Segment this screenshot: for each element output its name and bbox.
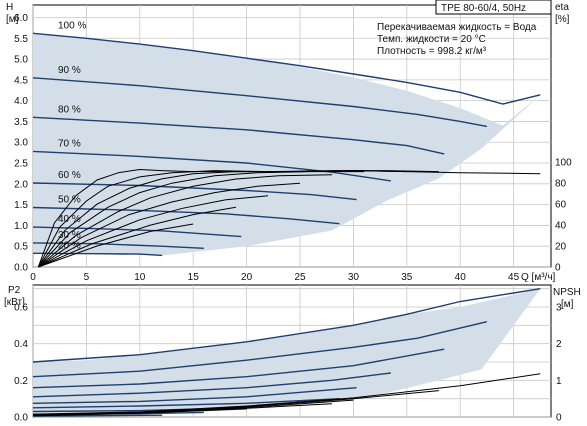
fluid-info-line-1: Перекачиваемая жидкость = Вода [377,22,537,33]
head-curve-label-1: 90 % [58,65,81,76]
x-tick-4: 20 [241,272,253,283]
eta-curve-2 [37,170,407,268]
x-tick-7: 35 [401,272,413,283]
fluid-info-line-2: Темп. жидкости = 20 °C [377,34,486,45]
title-box: TPE 80-60/4, 50Hz [435,0,552,15]
power-curve-0 [32,288,541,363]
head-y-tick-7: 3.5 [14,117,28,128]
eta-curve-7 [38,206,236,268]
npsh-y-tick-2: 2 [556,339,562,350]
head-operating-envelope [33,33,541,256]
x-tick-1: 5 [84,272,90,283]
title-box-frame [435,0,552,15]
power-y-tick-3: 0.6 [14,303,28,314]
head-curve-2 [32,116,445,155]
head-curve-label-5: 50 % [58,195,81,206]
power-y-tick-2: 0.4 [14,339,28,350]
eta-curve-5 [38,182,301,268]
head-y-tick-1: 0.5 [14,242,28,253]
eta-y-tick-labels: 0 20 40 60 80 100 [555,158,572,274]
npsh-curves [32,373,541,417]
x-tick-6: 30 [348,272,360,283]
head-curve-6 [32,226,242,238]
power-curve-8 [32,414,163,417]
eta-curve-3 [37,171,365,268]
head-envelope-area [33,33,541,256]
head-y-tick-11: 5.5 [14,34,28,45]
npsh-y-tick-3: 3 [556,303,562,314]
head-curve-label-8: 20 % [58,240,81,251]
efficiency-curves [37,168,541,268]
npsh-axis-unit: [м] [561,299,574,310]
power-curves [32,288,541,417]
head-y-tick-9: 4.5 [14,75,28,86]
eta-axis-unit: [%] [555,14,570,25]
eta-y-tick-1: 20 [555,242,567,253]
power-curve-5 [32,398,340,409]
head-curve-label-6: 40 % [58,214,81,225]
head-y-tick-8: 4.0 [14,96,28,107]
x-tick-9: 45 [508,272,520,283]
npsh-y-tick-1: 1 [556,376,562,387]
pump-model-title: TPE 80-60/4, 50Hz [441,3,526,14]
power-y-tick-0: 0.0 [14,413,28,424]
flow-axis-label: Q [м³/ч] [521,272,556,283]
eta-y-tick-4: 80 [555,179,567,190]
head-y-tick-3: 1.5 [14,200,28,211]
head-y-tick-6: 3.0 [14,138,28,149]
head-curve-8 [32,252,163,257]
eta-y-tick-0: 0 [555,263,561,274]
head-curve-4 [32,182,357,201]
head-curve-3 [32,150,391,182]
head-curve-label-3: 70 % [58,138,81,149]
eta-curve-4 [37,174,333,268]
eta-y-tick-5: 100 [555,158,572,169]
head-curve-labels: 100 % 90 % 80 % 70 % 60 % 50 % 40 % 30 %20 % [58,20,86,251]
eta-curve-6 [38,195,269,268]
eta-y-tick-2: 40 [555,221,567,232]
eta-axis-symbol: eta [555,2,569,13]
power-curve-2 [32,348,445,389]
head-y-tick-10: 5.0 [14,55,28,66]
head-curve-7 [32,242,204,249]
x-tick-0: 0 [30,272,36,283]
head-y-tick-4: 2.0 [14,179,28,190]
head-curve-label-4: 60 % [58,170,81,181]
head-axis-unit: [м] [6,14,19,25]
fluid-info-line-3: Плотность = 998.2 кг/м³ [377,46,487,57]
npsh-axis-symbol: NPSH [553,287,581,298]
power-axis-unit: [кВт] [4,297,25,308]
head-curve-1 [32,77,488,128]
power-axis-symbol: P2 [8,285,21,296]
head-y-tick-5: 2.5 [14,159,28,170]
power-curve-1 [32,321,488,378]
eta-y-tick-3: 60 [555,200,567,211]
head-curve-0 [32,32,541,105]
head-y-tick-labels: 0.0 0.5 1.0 1.5 2.0 2.5 3.0 3.5 4.0 4.5 5.0 5.5 6.0 [14,13,28,274]
head-curve-label-2: 80 % [58,104,81,115]
head-axis-symbol: H [6,2,13,13]
head-curve-label-7: 30 % [58,230,81,241]
fluid-info: Перекачиваемая жидкость = Вода Темп. жид… [377,22,537,57]
head-y-tick-12: 6.0 [14,13,28,24]
npsh-curve-4 [32,408,247,417]
x-tick-2: 10 [134,272,146,283]
power-y-tick-labels: 0.0 0.2 0.4 0.6 [14,303,28,424]
npsh-y-tick-labels: 0 1 2 3 [556,303,562,424]
head-y-tick-2: 1.0 [14,221,28,232]
power-y-tick-1: 0.2 [14,376,28,387]
head-curve-label-0: 100 % [58,20,86,31]
npsh-y-tick-0: 0 [556,413,562,424]
x-tick-labels: 0 5 10 15 20 25 30 35 40 45 [30,272,519,283]
eta-curve-8 [38,223,194,268]
power-curve-3 [32,372,391,398]
x-tick-8: 40 [455,272,467,283]
power-curve-4 [32,387,357,404]
x-tick-5: 25 [294,272,306,283]
head-y-tick-0: 0.0 [14,263,28,274]
x-tick-3: 15 [188,272,200,283]
